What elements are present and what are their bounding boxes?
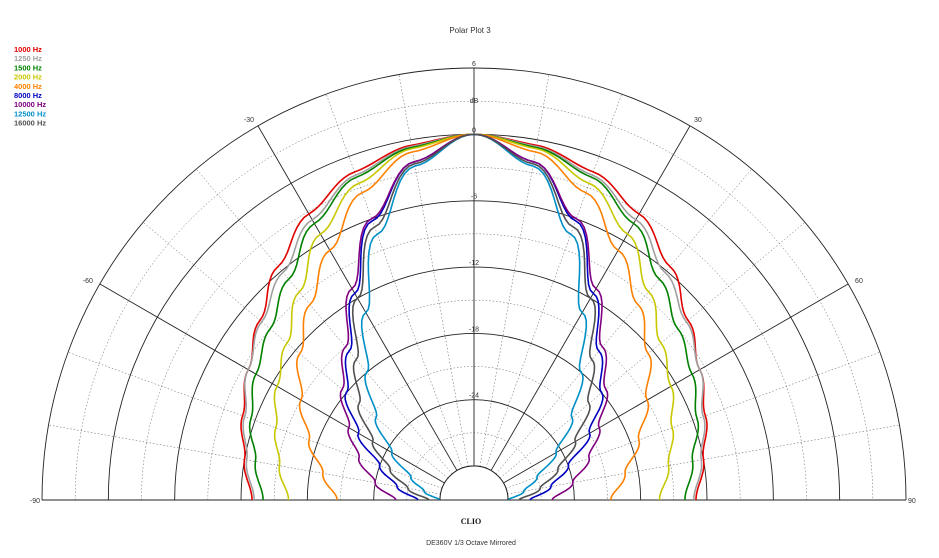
grid-ring (74, 100, 874, 501)
grid-ring (340, 366, 608, 501)
angle-tick-label: -90 (30, 498, 40, 505)
legend-entry: 1500 Hz (14, 63, 42, 72)
radial-tick-label: 0 (472, 127, 476, 134)
legend-entry: 12500 Hz (14, 109, 46, 118)
grid-spoke (142, 222, 449, 479)
grid-spoke (99, 283, 445, 484)
chart-title: Polar Plot 3 (449, 26, 491, 35)
chart-footer: DE360V 1/3 Octave Mirrored (426, 540, 516, 547)
angle-tick-label: 30 (694, 117, 702, 124)
series-curves (240, 133, 708, 501)
series-curve (351, 133, 597, 501)
legend-entry: 1000 Hz (14, 45, 42, 54)
legend-entry: 2000 Hz (14, 73, 42, 82)
radial-tick-label: -18 (469, 326, 479, 333)
grid-spoke (499, 222, 806, 479)
radial-unit-label: dB (470, 98, 479, 105)
angle-tick-label: -60 (83, 278, 93, 285)
legend-entry: 16000 Hz (14, 119, 46, 128)
angle-tick-label: 90 (908, 498, 916, 505)
origin-cap (439, 465, 509, 501)
legend-entry: 8000 Hz (14, 91, 42, 100)
legend-entry: 1250 Hz (14, 54, 42, 63)
radial-tick-label: 6 (472, 61, 476, 68)
radial-tick-label: -24 (469, 393, 479, 400)
radial-tick-label: -6 (471, 194, 477, 201)
brand-label: CLIO (461, 517, 481, 526)
angle-tick-label: 60 (855, 278, 863, 285)
radial-tick-label: -12 (469, 260, 479, 267)
legend-entry: 4000 Hz (14, 82, 42, 91)
legend-entry: 10000 Hz (14, 100, 46, 109)
grid-spoke (503, 283, 849, 484)
angle-tick-label: -30 (244, 117, 254, 124)
